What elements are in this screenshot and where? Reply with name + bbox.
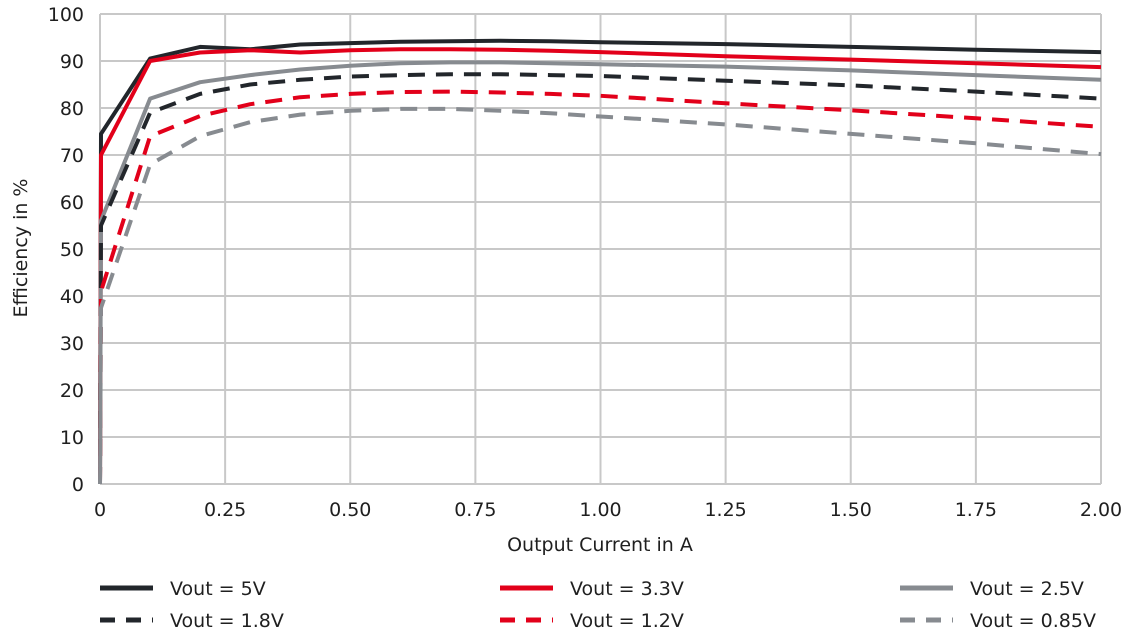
- series-line-3: [98, 60, 1102, 485]
- series-line-1: [98, 38, 1102, 485]
- x-tick-label: 0.25: [204, 499, 246, 521]
- y-tick-label: 50: [60, 239, 84, 261]
- legend-label: Vout = 1.2V: [570, 610, 684, 632]
- x-tick-label: 1.25: [704, 499, 746, 521]
- y-axis-title: Efficiency in %: [10, 179, 32, 318]
- y-tick-label: 60: [60, 192, 84, 214]
- series-line-2: [98, 47, 1102, 485]
- legend-item: Vout = 0.85V: [900, 610, 1096, 632]
- legend-item: Vout = 1.8V: [100, 610, 284, 632]
- legend-item: Vout = 1.2V: [500, 610, 684, 632]
- legend: Vout = 5V Vout = 3.3V Vout = 2.5V Vout = 1.…: [100, 578, 1096, 632]
- x-tick-labels: 0 0.25 0.50 0.75 1.00 1.25 1.50 1.75 2.00: [94, 499, 1122, 521]
- legend-label: Vout = 3.3V: [570, 578, 684, 600]
- legend-item: Vout = 5V: [100, 578, 266, 600]
- legend-item: Vout = 2.5V: [900, 578, 1084, 600]
- legend-label: Vout = 0.85V: [970, 610, 1096, 632]
- series-lines: [98, 38, 1102, 485]
- y-tick-label: 10: [60, 427, 84, 449]
- y-tick-label: 90: [60, 51, 84, 73]
- x-tick-label: 2.00: [1080, 499, 1122, 521]
- legend-label: Vout = 5V: [170, 578, 266, 600]
- x-tick-label: 1.75: [955, 499, 997, 521]
- y-tick-label: 20: [60, 380, 84, 402]
- x-tick-label: 1.50: [830, 499, 872, 521]
- x-tick-label: 0: [94, 499, 106, 521]
- y-tick-label: 0: [72, 474, 84, 496]
- grid: [99, 13, 1102, 485]
- x-tick-label: 0.50: [329, 499, 371, 521]
- x-axis-title: Output Current in A: [507, 534, 693, 556]
- legend-label: Vout = 1.8V: [170, 610, 284, 632]
- y-tick-labels: 0 10 20 30 40 50 60 70 80 90 100: [48, 4, 84, 496]
- y-tick-label: 100: [48, 4, 84, 26]
- series-line-4: [98, 72, 1102, 485]
- y-tick-label: 70: [60, 145, 84, 167]
- y-tick-label: 40: [60, 286, 84, 308]
- legend-item: Vout = 3.3V: [500, 578, 684, 600]
- x-tick-label: 1.00: [579, 499, 621, 521]
- y-tick-label: 80: [60, 98, 84, 120]
- y-tick-label: 30: [60, 333, 84, 355]
- legend-label: Vout = 2.5V: [970, 578, 1084, 600]
- x-tick-label: 0.75: [454, 499, 496, 521]
